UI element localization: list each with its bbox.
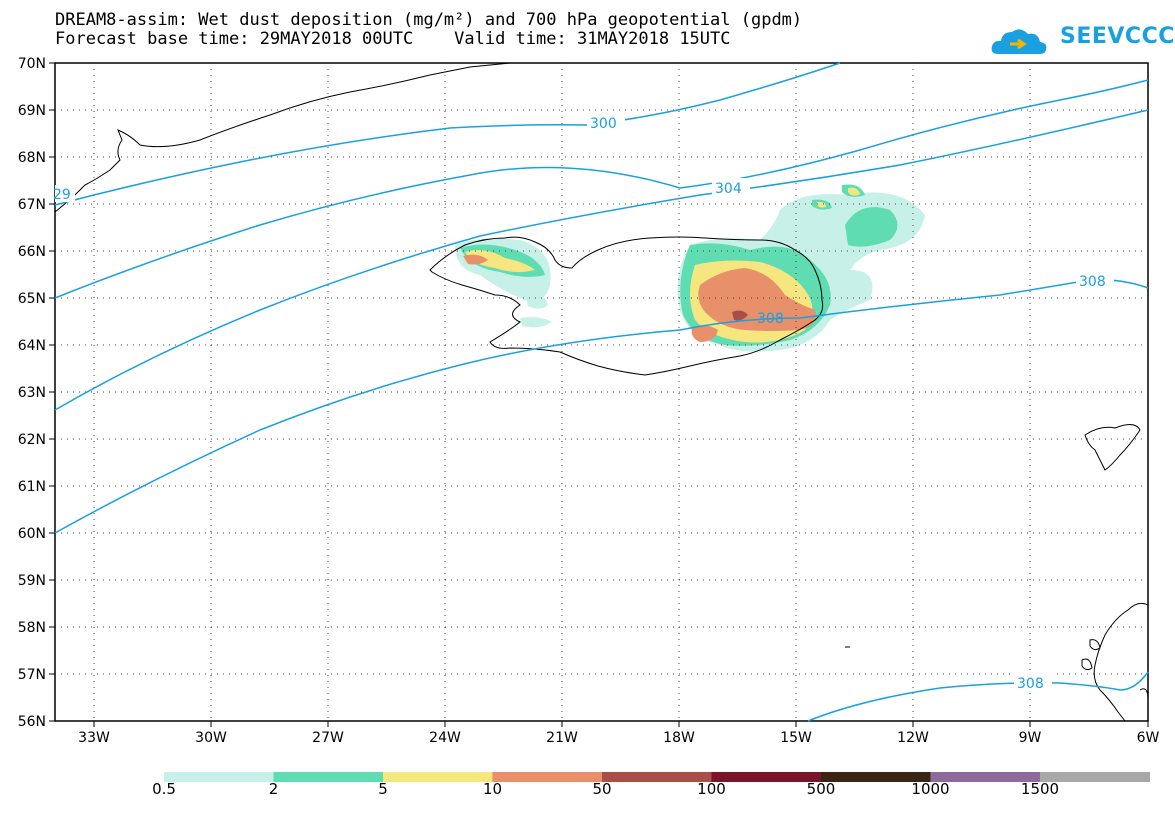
- lat-label: 57N: [18, 667, 46, 683]
- colorbar-label: 2: [268, 780, 279, 798]
- chart-title: DREAM8-assim: Wet dust deposition (mg/m²…: [55, 10, 803, 30]
- lon-label: 18W: [663, 730, 695, 746]
- contour-304-upper: [54, 79, 1149, 299]
- lat-label: 69N: [18, 103, 46, 119]
- colorbar: [164, 772, 1150, 782]
- cloud-icon: [991, 29, 1047, 54]
- lat-label: 65N: [18, 291, 46, 307]
- lon-label: 27W: [312, 730, 344, 746]
- lon-label: 12W: [897, 730, 929, 746]
- contour-label: 304: [715, 181, 742, 197]
- greenland-coast: [54, 62, 511, 213]
- chart-subtitle: Forecast base time: 29MAY2018 00UTC Vali…: [55, 29, 731, 49]
- graticule: [55, 63, 1148, 721]
- geopotential-contours: [54, 62, 1149, 722]
- lon-label: 6W: [1137, 730, 1160, 746]
- colorbar-label: 0.5: [152, 780, 176, 798]
- lat-label: 62N: [18, 432, 46, 448]
- colorbar-swatch: [383, 772, 493, 782]
- colorbar-label: 10: [482, 780, 503, 798]
- contour-label: 308: [1079, 274, 1106, 290]
- lat-label: 67N: [18, 197, 46, 213]
- lon-label: 24W: [429, 730, 461, 746]
- contour-label: 308: [1017, 676, 1044, 692]
- lat-labels: 70N 69N 68N 67N 66N 65N 64N 63N 62N 61N …: [18, 56, 46, 730]
- colorbar-swatch: [602, 772, 712, 782]
- lon-label: 9W: [1019, 730, 1042, 746]
- colorbar-swatch: [164, 772, 274, 782]
- colorbar-swatch: [273, 772, 384, 782]
- lat-label: 56N: [18, 714, 46, 730]
- ticks: [49, 62, 1149, 727]
- lon-labels: 33W 30W 27W 24W 21W 18W 15W 12W 9W 6W: [78, 730, 1159, 746]
- colorbar-label: 1500: [1020, 780, 1060, 798]
- colorbar-label: 1000: [911, 780, 950, 798]
- lon-label: 30W: [195, 730, 227, 746]
- lat-label: 60N: [18, 526, 46, 542]
- contour-308-main: [54, 278, 1149, 534]
- colorbar-label: 500: [806, 780, 836, 798]
- lat-label: 63N: [18, 385, 46, 401]
- lat-label: 64N: [18, 338, 46, 354]
- lon-label: 33W: [78, 730, 110, 746]
- colorbar-swatch: [821, 772, 931, 782]
- colorbar-label: 5: [378, 780, 388, 798]
- contour-308-south: [807, 671, 1149, 722]
- iceland-coast: [429, 236, 824, 376]
- lon-label: 15W: [780, 730, 812, 746]
- lat-label: 58N: [18, 620, 46, 636]
- colorbar-swatch: [711, 772, 822, 782]
- lat-label: 61N: [18, 479, 46, 495]
- lat-label: 68N: [18, 150, 46, 166]
- lat-label: 66N: [18, 244, 46, 260]
- lon-label: 21W: [546, 730, 578, 746]
- contour-label: 300: [590, 116, 617, 132]
- logo-text: SEEVCCC: [1060, 24, 1175, 49]
- colorbar-label: 100: [697, 780, 726, 798]
- colorbar-label: 50: [592, 780, 612, 798]
- coastlines: [54, 62, 1149, 722]
- contour-labels: 300 304 308 308 308 29: [53, 113, 1114, 692]
- contour-304: [54, 109, 1149, 411]
- scotland-coast: [1093, 602, 1149, 722]
- colorbar-swatch: [1040, 772, 1150, 782]
- colorbar-swatch: [492, 772, 603, 782]
- contour-label: 29: [53, 187, 71, 203]
- contour-label: 308: [757, 311, 784, 327]
- lat-label: 59N: [18, 573, 46, 589]
- colorbar-swatch: [930, 772, 1041, 782]
- faroe-coast: [1084, 424, 1141, 471]
- contour-300: [54, 62, 841, 206]
- lat-label: 70N: [18, 56, 46, 72]
- dust-field: [455, 184, 925, 352]
